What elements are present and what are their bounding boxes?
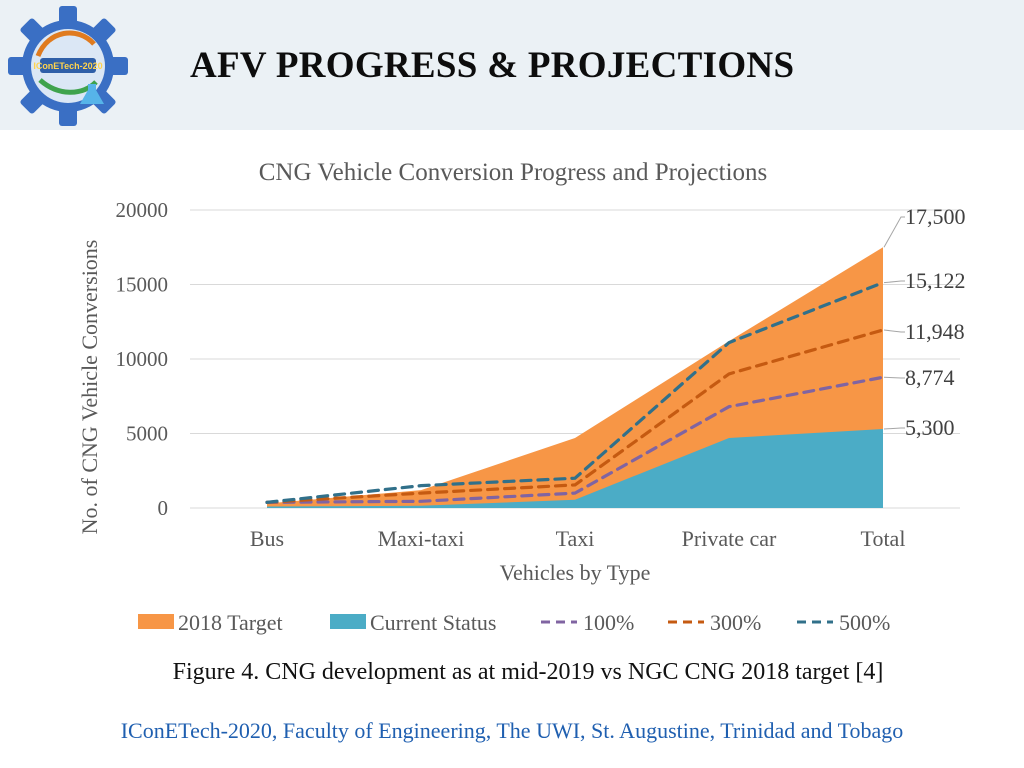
legend-item: 300%	[668, 610, 761, 635]
line-300pct	[265, 328, 885, 504]
x-tick-label: Taxi	[556, 526, 595, 551]
legend-item: 2018 Target	[138, 610, 283, 635]
leader-line	[883, 329, 905, 333]
logo-text: IConETech-2020	[33, 61, 102, 71]
legend-item: 500%	[797, 610, 890, 635]
y-axis-label: No. of CNG Vehicle Conversions	[77, 240, 102, 535]
x-tick-label: Bus	[250, 526, 284, 551]
header-band	[0, 0, 1024, 130]
leader-line	[883, 216, 905, 248]
y-tick-label: 15000	[116, 273, 169, 297]
data-label: 11,948	[905, 319, 965, 344]
x-tick-label: Maxi-taxi	[378, 526, 465, 551]
legend-swatch	[138, 614, 174, 629]
figure-caption: Figure 4. CNG development as at mid-2019…	[172, 659, 884, 685]
legend-label: 500%	[839, 610, 890, 635]
data-label: 17,500	[905, 204, 966, 229]
legend-item: 100%	[541, 610, 634, 635]
leader-line	[883, 427, 905, 430]
chart-title: CNG Vehicle Conversion Progress and Proj…	[259, 159, 768, 186]
conference-logo: IConETech-2020	[8, 6, 128, 126]
area-current-status	[267, 429, 883, 508]
footer-text: IConETech-2020, Faculty of Engineering, …	[120, 718, 904, 743]
cng-chart: CNG Vehicle Conversion Progress and Proj…	[77, 159, 966, 635]
legend-label: 300%	[710, 610, 761, 635]
data-label: 5,300	[905, 415, 955, 440]
x-axis-label: Vehicles by Type	[500, 560, 651, 585]
data-label: 15,122	[905, 268, 966, 293]
x-tick-label: Total	[861, 526, 906, 551]
legend-item: Current Status	[330, 610, 497, 635]
line-100pct	[265, 375, 885, 504]
legend-swatch	[330, 614, 366, 629]
x-tick-label: Private car	[682, 526, 777, 551]
y-tick-label: 20000	[116, 198, 169, 222]
y-tick-label: 10000	[116, 347, 169, 371]
slide-title: AFV PROGRESS & PROJECTIONS	[190, 45, 795, 86]
line-500pct	[265, 281, 885, 504]
leader-line	[883, 280, 905, 284]
leader-line	[883, 376, 905, 379]
legend-label: 100%	[583, 610, 634, 635]
legend-label: Current Status	[370, 610, 497, 635]
data-label: 8,774	[905, 365, 955, 390]
y-tick-label: 5000	[126, 422, 168, 446]
legend-label: 2018 Target	[178, 610, 283, 635]
y-tick-label: 0	[158, 496, 169, 520]
